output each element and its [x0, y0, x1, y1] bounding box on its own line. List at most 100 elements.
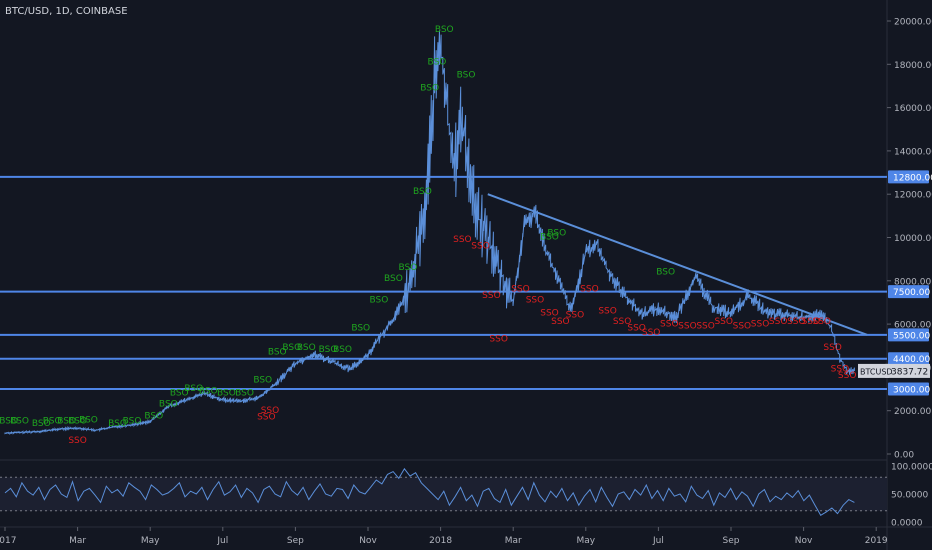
level-label-box: [888, 352, 929, 366]
x-tick-label: May: [576, 536, 595, 546]
bso-label: BSO: [199, 386, 218, 396]
x-tick-label: 2018: [429, 536, 452, 546]
y-tick-label: 0.00: [894, 451, 914, 461]
bso-label: BSO: [123, 417, 142, 427]
sso-label: SSO: [660, 319, 679, 329]
bso-label: BSO: [43, 417, 62, 427]
y-tick-label: 10000.00: [894, 234, 932, 244]
bso-label: BSO: [435, 25, 454, 35]
bso-label: BSO: [268, 347, 287, 357]
bso-label: BSO: [217, 389, 236, 399]
sso-label: SSO: [678, 321, 697, 331]
sso-label: SSO: [526, 295, 545, 305]
sso-label: SSO: [831, 365, 850, 375]
sso-label: SSO: [733, 321, 752, 331]
x-tick-label: 2019: [865, 536, 888, 546]
bso-label: BSO: [319, 345, 338, 355]
bso-label: BSO: [159, 399, 178, 409]
osc-tick-label: 0.0000: [891, 519, 923, 529]
level-label: 7500.00: [893, 288, 930, 298]
x-tick-label: Jul: [652, 536, 664, 546]
bso-label: BSO: [32, 419, 51, 429]
sso-label: SSO: [482, 291, 501, 301]
bso-label: BSO: [108, 419, 127, 429]
bso-label: BSO: [10, 417, 29, 427]
level-label: 12800.00: [893, 173, 932, 183]
chart-title: BTC/USD, 1D, COINBASE: [5, 6, 128, 17]
y-tick-label: 12000.00: [894, 191, 932, 201]
level-label-box: [888, 285, 929, 299]
sso-label: SSO: [642, 328, 661, 338]
bso-label: BSO: [79, 416, 98, 426]
bso-label: BSO: [656, 267, 675, 277]
x-tick-label: Jul: [216, 536, 228, 546]
symbol-badge: BTCUSD: [860, 367, 893, 376]
price-series-line: [4, 30, 855, 436]
sso-label: SSO: [540, 308, 559, 318]
osc-tick-label: 100.0000: [891, 463, 932, 473]
y-tick-label: 8000.00: [894, 277, 931, 287]
sso-label: SSO: [257, 412, 276, 422]
oscillator-line: [4, 467, 855, 516]
x-tick-label: Nov: [795, 536, 813, 546]
bso-label: BSO: [351, 324, 370, 334]
level-label: 5500.00: [893, 331, 930, 341]
symbol-badge-box: [858, 363, 889, 378]
level-label: 3000.00: [893, 386, 930, 396]
bso-label: BSO: [333, 345, 352, 355]
level-label-box: [888, 382, 929, 396]
sso-label: SSO: [261, 406, 280, 416]
bso-label: BSO: [369, 295, 388, 305]
y-tick-label: 18000.00: [894, 61, 932, 71]
sso-label: SSO: [823, 343, 842, 353]
x-tick-label: Mar: [505, 536, 522, 546]
bso-label: BSO: [384, 274, 403, 284]
osc-tick-label: 50.0000: [891, 491, 928, 501]
bso-label: BSO: [540, 233, 559, 243]
sso-label: SSO: [769, 317, 788, 327]
bso-label: BSO: [235, 389, 254, 399]
sso-label: SSO: [613, 317, 632, 327]
sso-label: SSO: [714, 317, 733, 327]
sso-label: SSO: [812, 317, 831, 327]
bso-label: BSO: [428, 57, 447, 67]
bso-label: BSO: [68, 417, 87, 427]
x-tick-label: Nov: [359, 536, 377, 546]
bso-label: BSO: [0, 417, 18, 427]
sso-label: SSO: [471, 241, 490, 251]
y-tick-label: 2000.00: [894, 407, 931, 417]
bso-label: BSO: [282, 343, 301, 353]
sso-label: SSO: [696, 321, 715, 331]
y-tick-label: 20000.00: [894, 18, 932, 28]
sso-label: SSO: [453, 235, 472, 245]
bso-label: BSO: [457, 70, 476, 80]
bso-label: BSO: [547, 228, 566, 238]
bso-label: BSO: [184, 384, 203, 394]
level-label-box: [888, 170, 929, 184]
level-label-box: [888, 328, 929, 342]
x-tick-label: 2017: [0, 536, 16, 546]
bso-label: BSO: [399, 263, 418, 273]
x-tick-label: Sep: [723, 536, 740, 546]
sso-label: SSO: [598, 306, 617, 316]
sso-label: SSO: [580, 285, 599, 295]
level-label: 4400.00: [893, 355, 930, 365]
sso-label: SSO: [787, 317, 806, 327]
sso-label: SSO: [751, 319, 770, 329]
sso-label: SSO: [627, 324, 646, 334]
x-tick-label: Sep: [287, 536, 304, 546]
sso-label: SSO: [802, 317, 821, 327]
bso-label: BSO: [297, 343, 316, 353]
x-tick-label: May: [141, 536, 160, 546]
bso-label: BSO: [413, 187, 432, 197]
sso-label: SSO: [68, 436, 87, 446]
sso-label: SSO: [838, 371, 857, 381]
trend-line[interactable]: [487, 193, 868, 336]
bso-label: BSO: [57, 417, 76, 427]
bso-label: BSO: [144, 411, 163, 421]
bso-label: BSO: [170, 389, 189, 399]
y-tick-label: 6000.00: [894, 321, 931, 331]
last-price-box: [885, 363, 930, 378]
